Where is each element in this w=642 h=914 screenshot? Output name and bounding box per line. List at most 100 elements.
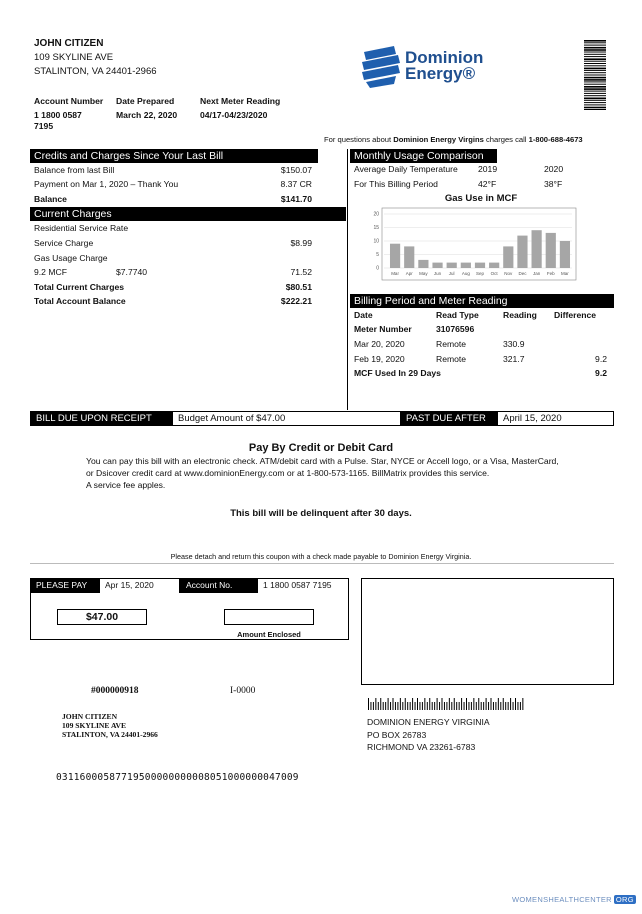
y-tick-label: 10 [373, 239, 379, 245]
barcode [584, 40, 606, 110]
barcode-bar [584, 46, 606, 49]
barcode-bar [473, 698, 475, 710]
barcode-bar [584, 56, 606, 58]
text: charges call [485, 135, 527, 144]
row-label: Mar 20, 2020 [354, 339, 405, 349]
barcode-bar [463, 702, 465, 710]
barcode-bar [370, 702, 372, 710]
barcode-bar [409, 702, 411, 710]
barcode-bar [507, 702, 509, 710]
pay-title: Pay By Credit or Debit Card [248, 442, 394, 454]
barcode-bar [584, 88, 606, 90]
barcode-bar [468, 702, 470, 710]
bar [474, 262, 486, 268]
barcode-bar [426, 702, 428, 710]
row-value: Remote [436, 339, 467, 349]
mail-address: STALINTON, VA 24401-2966 [62, 730, 158, 739]
barcode-bar [368, 698, 369, 710]
barcode-bar [522, 698, 524, 710]
strip-value: April 15, 2020 [497, 411, 614, 426]
barcode-bar [394, 702, 396, 710]
x-tick-label: Apr [406, 271, 414, 276]
plot-frame [381, 207, 577, 281]
x-tick-label: Mar [391, 271, 399, 276]
row-value: 321.7 [503, 354, 525, 364]
x-tick-label: May [419, 271, 428, 276]
barcode-bar [380, 698, 382, 710]
bar [432, 262, 443, 268]
ref-code: I-0000 [230, 686, 256, 696]
y-tick-label: 5 [376, 252, 379, 258]
customer-name: JOHN CITIZEN [34, 38, 104, 49]
barcode-bar [443, 702, 445, 710]
barcode-bar [407, 702, 409, 710]
coupon-value: Apr 15, 2020 [99, 578, 180, 593]
y-tick-label: 20 [373, 212, 379, 218]
barcode-bar [372, 702, 374, 710]
barcode-bar [584, 109, 606, 110]
x-tick-label: Jan [533, 271, 541, 276]
row-label: Total Account Balance [34, 296, 126, 306]
bar [489, 262, 500, 268]
barcode-bar [421, 702, 423, 710]
watermark-tld: ORG [613, 895, 636, 904]
bar [517, 235, 528, 268]
barcode-bar [519, 702, 521, 710]
barcode-bar [584, 86, 606, 88]
barcode-bar [387, 698, 389, 710]
row-label: Balance from last Bill [34, 165, 115, 175]
barcode-bar [584, 60, 606, 62]
barcode-bar [584, 104, 606, 106]
barcode-bar [584, 99, 606, 101]
pay-text: or Dsicover credit card at www.dominionE… [86, 468, 490, 478]
text: 1-800-688-4673 [528, 135, 583, 144]
customer-address: STALINTON, VA 24401-2966 [34, 66, 157, 77]
mail-address: JOHN CITIZEN [62, 712, 118, 721]
coupon-label: Amount Enclosed [237, 630, 301, 639]
pay-text: You can pay this bill with an electronic… [86, 456, 559, 466]
questions-line: For questions about Dominion Energy Virg… [324, 134, 583, 145]
barcode-bar [584, 74, 606, 76]
barcode-bar [584, 42, 606, 44]
check-number: #000000918 [91, 686, 139, 696]
x-tick-label: Jul [449, 271, 455, 276]
barcode-bar [492, 702, 494, 710]
barcode-bar [584, 67, 606, 70]
col-header: Read Type [436, 310, 479, 320]
barcode-bar [470, 702, 472, 710]
barcode-bar [510, 698, 512, 710]
row-value: $7.7740 [116, 267, 148, 277]
barcode-bar [382, 702, 384, 710]
barcode-bar [424, 698, 426, 710]
col-header: Reading [503, 310, 537, 320]
row-value: 71.52 [290, 267, 312, 277]
barcode-bar [434, 702, 436, 710]
barcode-bar [446, 702, 448, 710]
barcode-bar [402, 702, 404, 710]
barcode-bar [584, 44, 606, 46]
micr-line: 0311600058771950000000000805100000004700… [56, 772, 299, 783]
barcode-bar [439, 702, 441, 710]
x-tick-label: Nov [504, 271, 513, 276]
row-value: 42°F [478, 179, 497, 189]
account-value: 1 1800 0587 7195 [34, 110, 82, 131]
barcode-bar [505, 702, 507, 710]
barcode-bar [385, 702, 387, 710]
bar [545, 232, 556, 268]
row-value: 31076596 [436, 324, 475, 334]
barcode-bar [451, 702, 453, 710]
x-tick-label: Dec [518, 271, 527, 276]
text: For questions about [324, 135, 392, 144]
x-tick-label: Sep [476, 271, 485, 276]
account-value: March 22, 2020 [116, 110, 178, 120]
col-header: Difference [554, 310, 597, 320]
barcode-bar [517, 702, 519, 710]
barcode-bar [375, 698, 377, 710]
detach-line [30, 563, 614, 564]
detach-note: Please detach and return this coupon wit… [170, 552, 472, 561]
barcode-bar [436, 698, 438, 710]
section-header: Credits and Charges Since Your Last Bill [30, 149, 318, 163]
check-box [361, 578, 614, 685]
barcode-bar [412, 698, 414, 710]
barcode-bar [584, 51, 606, 53]
